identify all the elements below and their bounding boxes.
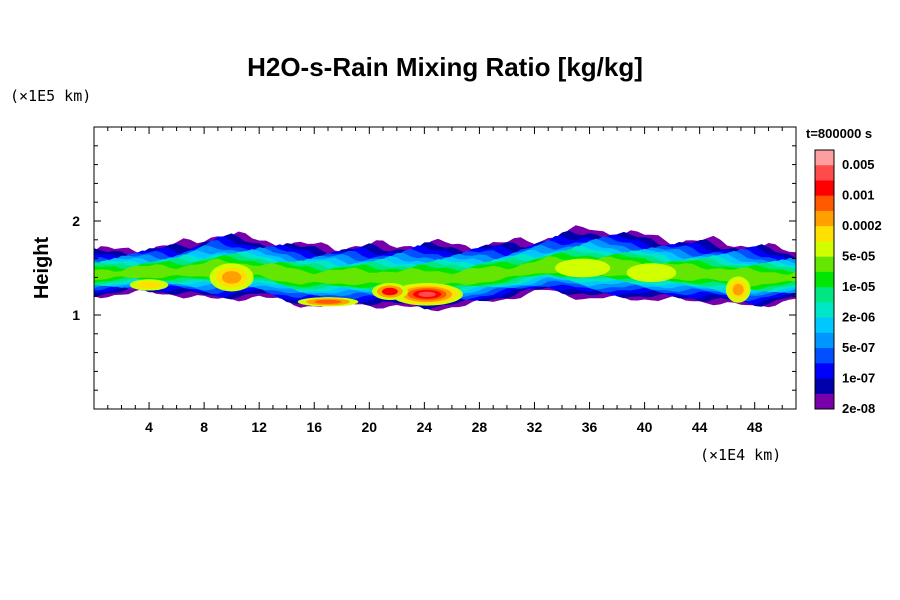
colorbar-label: 5e-07 bbox=[842, 340, 875, 355]
intensity-core bbox=[732, 283, 744, 296]
colorbar-swatch bbox=[815, 348, 834, 364]
colorbar-swatch bbox=[815, 226, 834, 242]
intensity-core bbox=[221, 271, 242, 284]
colorbar-labels: 0.005 0.001 0.0002 5e-05 1e-05 2e-06 5e-07 1e-0… bbox=[842, 157, 882, 416]
colorbar-label: 1e-07 bbox=[842, 371, 875, 386]
colorbar-label: 2e-08 bbox=[842, 401, 875, 416]
x-tick-label: 48 bbox=[747, 419, 763, 435]
colorbar-swatch bbox=[815, 210, 834, 227]
plot-frame bbox=[93, 126, 797, 410]
x-tick-label: 36 bbox=[582, 419, 598, 435]
x-tick-label: 20 bbox=[362, 419, 378, 435]
x-tick-label: 24 bbox=[417, 419, 433, 435]
y-axis-label: Height bbox=[31, 237, 53, 300]
x-tick-label: 40 bbox=[637, 419, 653, 435]
intensity-core bbox=[418, 291, 436, 298]
y-tick-labels: 12 bbox=[72, 213, 80, 323]
x-tick-label: 32 bbox=[527, 419, 543, 435]
colorbar-swatch bbox=[815, 393, 834, 410]
y-axis-unit: (×1E5 km) bbox=[10, 87, 91, 105]
colorbar-swatch bbox=[815, 165, 834, 181]
colorbar-swatch bbox=[815, 317, 834, 334]
x-tick-label: 12 bbox=[251, 419, 267, 435]
colorbar-label: 2e-06 bbox=[842, 310, 875, 325]
intensity-core bbox=[137, 281, 161, 289]
x-tick-labels: 4 8 12 16 20 24 28 32 36 40 44 48 bbox=[145, 419, 763, 435]
colorbar-swatch bbox=[815, 241, 834, 258]
colorbar-swatch bbox=[815, 302, 834, 319]
colorbar-swatch bbox=[815, 150, 834, 166]
contour-band bbox=[94, 256, 796, 288]
x-tick-label: 4 bbox=[145, 419, 153, 435]
intensity-core bbox=[555, 258, 611, 278]
intensity-core bbox=[381, 287, 398, 296]
chart-title: H2O-s-Rain Mixing Ratio [kg/kg] bbox=[247, 52, 643, 82]
x-axis-unit: (×1E4 km) bbox=[700, 446, 781, 464]
intensity-core bbox=[314, 299, 342, 304]
y-tick-label: 2 bbox=[72, 213, 80, 229]
colorbar-label: 0.0002 bbox=[842, 218, 882, 233]
colorbar-swatch bbox=[815, 195, 834, 212]
colorbar-swatch bbox=[815, 363, 834, 380]
x-tick-label: 28 bbox=[472, 419, 488, 435]
colorbar-swatch bbox=[815, 287, 834, 303]
axis-ticks bbox=[94, 127, 796, 409]
colorbar-swatch bbox=[815, 378, 834, 395]
x-tick-label: 44 bbox=[692, 419, 708, 435]
colorbar-swatch bbox=[815, 256, 834, 273]
time-label: t=800000 s bbox=[806, 126, 872, 141]
heatmap-field bbox=[94, 225, 796, 312]
colorbar-swatch bbox=[815, 180, 834, 197]
colorbar-label: 0.001 bbox=[842, 188, 875, 203]
colorbar-swatch bbox=[815, 332, 834, 349]
colorbar-label: 5e-05 bbox=[842, 249, 875, 264]
colorbar-label: 0.005 bbox=[842, 157, 875, 172]
colorbar-label: 1e-05 bbox=[842, 279, 875, 294]
y-tick-label: 1 bbox=[72, 307, 80, 323]
x-tick-label: 16 bbox=[306, 419, 322, 435]
colorbar-swatch bbox=[815, 271, 834, 288]
colorbar bbox=[814, 149, 835, 410]
colorbar-frame bbox=[814, 149, 835, 410]
x-tick-label: 8 bbox=[200, 419, 208, 435]
intensity-core bbox=[626, 263, 677, 283]
